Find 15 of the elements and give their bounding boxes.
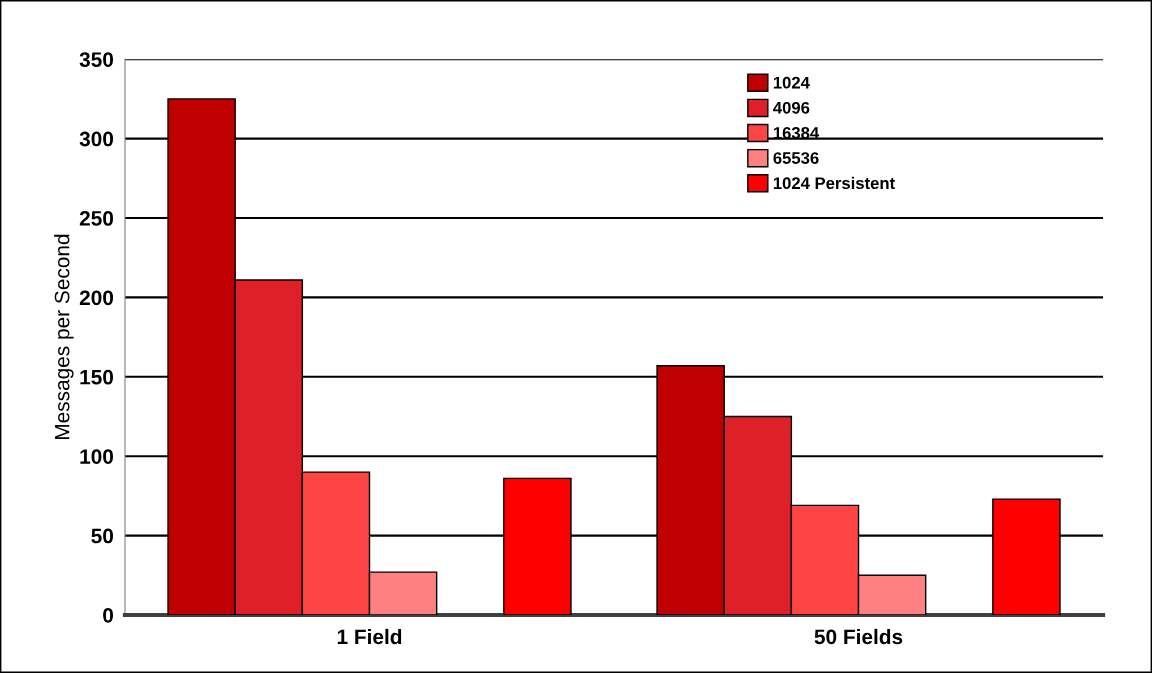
legend-label: 65536 — [773, 152, 819, 164]
x-tick-label: 1 Field — [337, 628, 402, 645]
y-tick-label: 150 — [80, 369, 114, 385]
y-tick-label: 100 — [80, 449, 114, 464]
y-tick-label: 350 — [79, 52, 114, 68]
y-tick-label: 200 — [79, 290, 114, 306]
legend-label: 1024 — [773, 76, 810, 89]
x-tick-label: 50 Fields — [814, 628, 903, 645]
legend-label: 1024 Persistent — [773, 176, 895, 190]
y-tick-label: 250 — [79, 211, 114, 226]
y-tick-label: 50 — [91, 528, 114, 544]
legend-label: 4096 — [773, 101, 810, 114]
y-tick-label: 300 — [79, 131, 114, 147]
y-axis-title: Messages per Second — [54, 234, 74, 440]
y-tick-label: 0 — [103, 607, 114, 623]
